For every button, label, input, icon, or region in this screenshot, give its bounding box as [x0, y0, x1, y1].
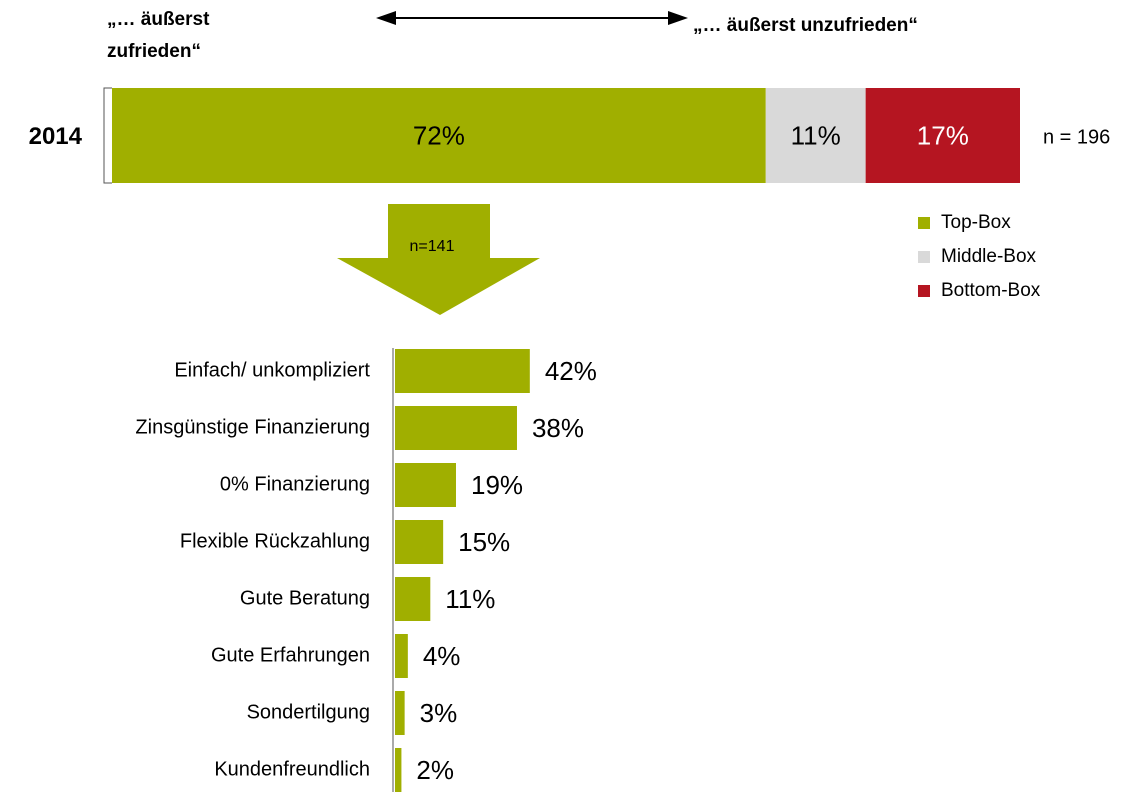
- category-label: Gute Beratung: [240, 587, 370, 609]
- legend-swatch: [918, 217, 930, 229]
- bar: [395, 406, 517, 450]
- category-label: 0% Finanzierung: [220, 473, 370, 495]
- category-label: Gute Erfahrungen: [211, 644, 370, 666]
- n-label: n = 196: [1043, 126, 1110, 148]
- bar: [395, 577, 431, 621]
- value-label: 72%: [413, 120, 465, 150]
- right-annotation: „… äußerst unzufrieden“: [693, 15, 918, 36]
- category-label: Einfach/ unkompliziert: [174, 359, 370, 381]
- value-label: 38%: [532, 413, 584, 443]
- bar: [395, 349, 530, 393]
- down-arrow: [337, 204, 540, 315]
- legend-label: Top-Box: [941, 212, 1011, 233]
- bar-segment: [765, 88, 866, 183]
- value-label: 19%: [471, 470, 523, 500]
- bar: [395, 691, 405, 735]
- value-label: 3%: [420, 698, 458, 728]
- category-label: 2014: [29, 123, 83, 150]
- bar: [395, 463, 456, 507]
- category-label: Flexible Rückzahlung: [180, 530, 370, 552]
- value-label: 17%: [917, 120, 969, 150]
- value-label: 11%: [791, 120, 841, 150]
- bracket: [103, 87, 112, 184]
- legend-label: Bottom-Box: [941, 280, 1041, 301]
- bar-segment: [112, 88, 766, 183]
- value-label: 4%: [423, 641, 461, 671]
- legend-label: Middle-Box: [941, 246, 1037, 267]
- bar-segment: [865, 88, 1020, 183]
- bar: [395, 520, 444, 564]
- category-label: Kundenfreundlich: [214, 758, 370, 780]
- left-annotation: zufrieden“: [107, 41, 201, 62]
- value-label: 42%: [545, 356, 597, 386]
- bar: [395, 634, 408, 678]
- category-label: Zinsgünstige Finanzierung: [135, 416, 370, 438]
- category-label: Sondertilgung: [247, 701, 370, 723]
- value-label: 15%: [458, 527, 510, 557]
- value-label: 11%: [445, 584, 495, 614]
- value-label: 2%: [416, 755, 454, 785]
- bar: [395, 748, 402, 792]
- left-annotation: „… äußerst: [107, 9, 210, 30]
- legend-swatch: [918, 251, 930, 263]
- subset-label: n=141: [410, 238, 455, 255]
- legend-swatch: [918, 285, 930, 297]
- double-arrow: [376, 11, 688, 25]
